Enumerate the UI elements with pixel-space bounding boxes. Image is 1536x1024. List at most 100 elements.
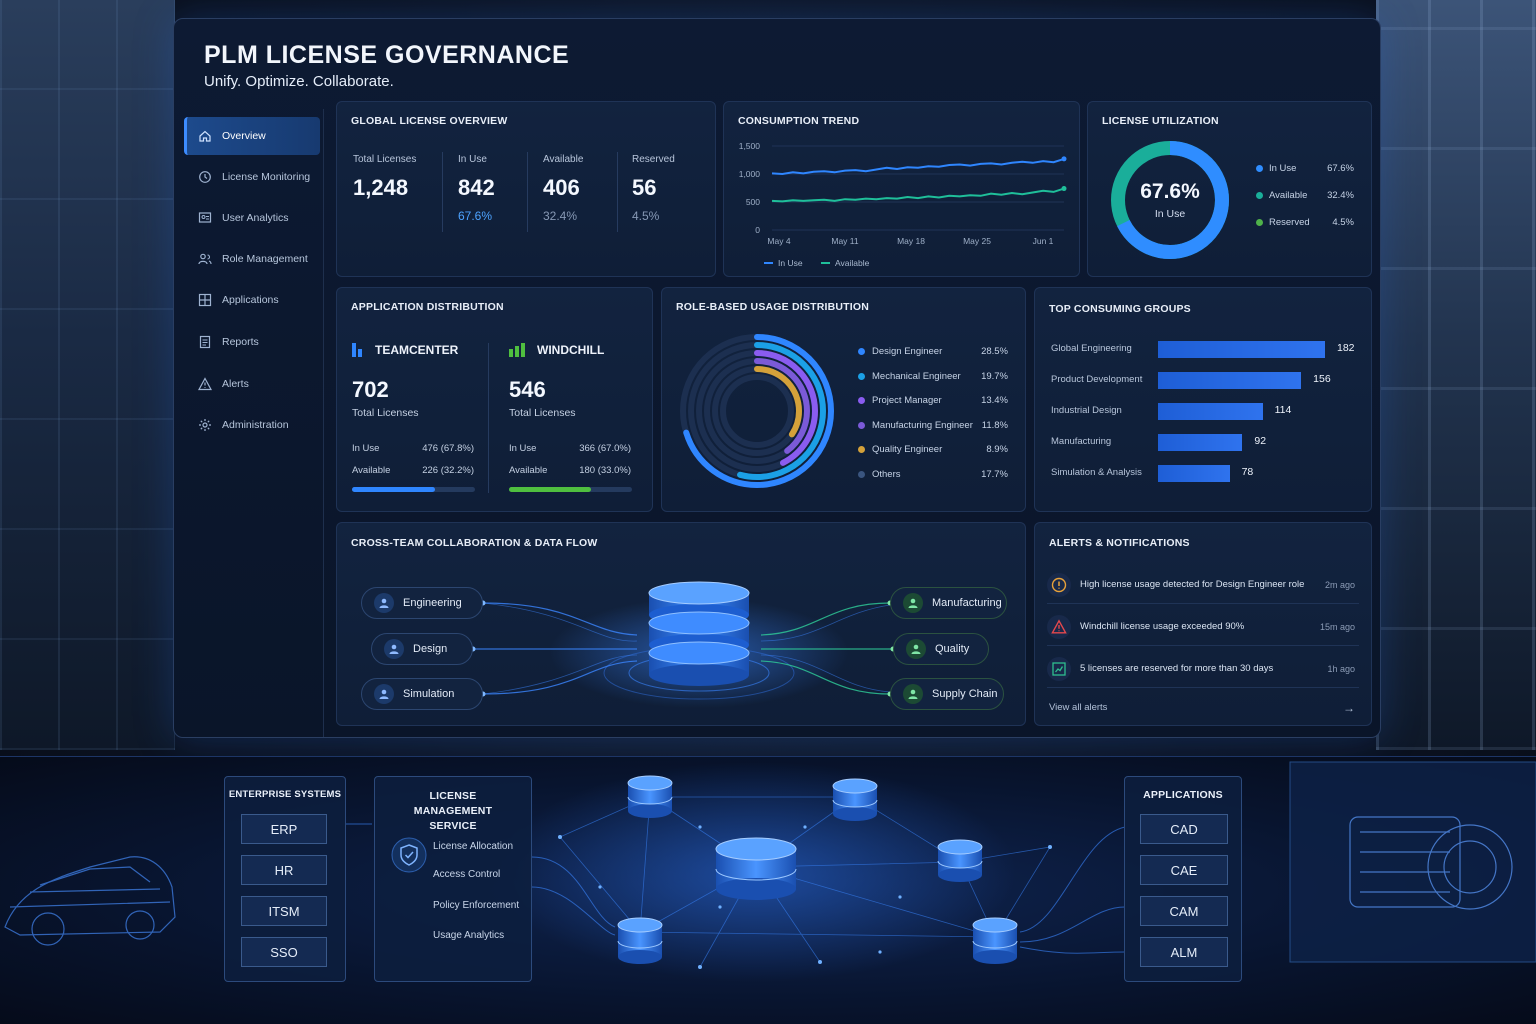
- team-manufacturing[interactable]: Manufacturing: [890, 587, 1007, 619]
- x-tick-label: May 18: [897, 236, 925, 246]
- database-icon: [627, 775, 673, 818]
- row-value: 226 (32.2%): [422, 465, 474, 476]
- team-design[interactable]: Design: [371, 633, 473, 665]
- consumption-trend-card: CONSUMPTION TREND 0 500 1,000 1,500 May 4 Ma…: [723, 101, 1080, 277]
- arrow-right-icon[interactable]: →: [1343, 701, 1355, 715]
- legend-label: Available: [835, 258, 870, 268]
- bar-chart-icon: [352, 343, 362, 357]
- legend-value: 19.7%: [981, 370, 1008, 382]
- stat-percent: 32.4%: [543, 209, 578, 223]
- page-title: PLM LICENSE GOVERNANCE: [204, 41, 570, 69]
- legend-item: Design Engineer 28.5%: [858, 346, 1008, 360]
- user-icon: [903, 593, 923, 613]
- team-quality[interactable]: Quality: [893, 633, 989, 665]
- legend-item: Manufacturing Engineer 11.8%: [858, 420, 1008, 434]
- legend-item: In Use 67.6%: [1256, 163, 1354, 174]
- bar-chart-icon: [509, 343, 525, 357]
- bar-value-label: 156: [1313, 373, 1331, 385]
- system-sso[interactable]: SSO: [241, 937, 327, 967]
- legend-dot: [1256, 218, 1263, 226]
- divider: [488, 343, 489, 493]
- alert-text: High license usage detected for Design E…: [1080, 579, 1305, 590]
- app-name-label: TEAMCENTER: [375, 343, 459, 357]
- app-name: TEAMCENTER: [352, 343, 482, 357]
- role-based-usage-card: ROLE-BASED USAGE DISTRIBUTION Design Eng…: [661, 287, 1026, 512]
- system-erp[interactable]: ERP: [241, 814, 327, 844]
- system-hr[interactable]: HR: [241, 855, 327, 885]
- legend-label: Quality Engineer: [872, 444, 943, 456]
- alert-item[interactable]: 5 licenses are reserved for more than 30…: [1047, 650, 1359, 688]
- team-label: Manufacturing: [932, 597, 1002, 609]
- box-title: LICENSE MANAGEMENT SERVICE: [413, 790, 493, 832]
- dashboard-window: PLM LICENSE GOVERNANCE Unify. Optimize. …: [173, 18, 1381, 738]
- legend-item: Reserved 4.5%: [1256, 217, 1354, 228]
- card-title: APPLICATION DISTRIBUTION: [351, 301, 504, 313]
- shield-icon: [391, 837, 427, 873]
- warning-icon: [198, 377, 212, 391]
- alert-text: Windchill license usage exceeded 90%: [1080, 621, 1245, 632]
- legend-label: In Use: [1269, 163, 1297, 174]
- bar-value-label: 182: [1337, 342, 1355, 354]
- legend-value: 17.7%: [981, 469, 1008, 480]
- app-cam[interactable]: CAM: [1140, 896, 1228, 926]
- radial-track: [720, 374, 794, 448]
- app-in-use-row: In Use 366 (67.0%): [509, 443, 639, 454]
- sidebar-item-role-management[interactable]: Role Management: [184, 240, 320, 278]
- alert-item[interactable]: Windchill license usage exceeded 90% 15m…: [1047, 608, 1359, 646]
- alert-item[interactable]: High license usage detected for Design E…: [1047, 566, 1359, 604]
- legend-dot: [858, 347, 865, 355]
- card-title: LICENSE UTILIZATION: [1102, 115, 1219, 127]
- legend-dot: [858, 421, 865, 429]
- legend-dot: [858, 397, 865, 405]
- view-all-alerts-link[interactable]: View all alerts: [1049, 702, 1108, 713]
- series-end-point: [1061, 186, 1067, 192]
- row-label: Available: [352, 465, 391, 476]
- team-label: Simulation: [403, 688, 455, 700]
- stat-label: Available: [543, 154, 584, 165]
- legend-item: Others 17.7%: [858, 469, 1008, 483]
- legend-value: 28.5%: [981, 346, 1008, 357]
- legend-swatch: [821, 262, 830, 264]
- legend-item: Project Manager 13.4%: [858, 395, 1008, 409]
- legend-label: Design Engineer: [872, 346, 943, 357]
- stat-value: 406: [543, 175, 580, 200]
- sidebar-item-overview[interactable]: Overview: [184, 117, 320, 155]
- collaboration-card: CROSS-TEAM COLLABORATION & DATA FLOW: [336, 522, 1026, 726]
- database-icon: [832, 778, 878, 821]
- team-engineering[interactable]: Engineering: [361, 587, 483, 619]
- sidebar-item-user-analytics[interactable]: User Analytics: [184, 199, 320, 237]
- team-simulation[interactable]: Simulation: [361, 678, 483, 710]
- global-license-overview-card: GLOBAL LICENSE OVERVIEW Total Licenses 1…: [336, 101, 716, 277]
- box-title: APPLICATIONS: [1143, 789, 1223, 801]
- donut-center-value: 67.6%: [1140, 180, 1200, 203]
- app-cae[interactable]: CAE: [1140, 855, 1228, 885]
- data-flow-graphic: [470, 581, 896, 708]
- app-name: WINDCHILL: [509, 343, 639, 357]
- service-item: License Allocation: [433, 841, 514, 852]
- divider: [527, 152, 528, 232]
- stat-value: 842: [458, 175, 495, 200]
- box-title: ENTERPRISE SYSTEMS: [228, 789, 342, 800]
- app-available-row: Available 226 (32.2%): [352, 465, 482, 476]
- sidebar-item-reports[interactable]: Reports: [184, 323, 320, 361]
- license-utilization-card: LICENSE UTILIZATION 67.6% In Use In Use 6…: [1087, 101, 1372, 277]
- team-supply-chain[interactable]: Supply Chain: [890, 678, 1004, 710]
- system-itsm[interactable]: ITSM: [241, 896, 327, 926]
- stat-reserved: Reserved 56 4.5%: [632, 154, 675, 223]
- sidebar-item-license-monitoring[interactable]: License Monitoring: [184, 158, 320, 196]
- sidebar-item-administration[interactable]: Administration: [184, 406, 320, 444]
- radial-bar: [688, 342, 826, 480]
- service-item: Access Control: [433, 869, 501, 880]
- app-usage-bar: [352, 487, 475, 492]
- sidebar-item-alerts[interactable]: Alerts: [184, 365, 320, 403]
- team-label: Design: [413, 643, 448, 655]
- sidebar-item-applications[interactable]: Applications: [184, 281, 320, 319]
- bar-category-label: Simulation & Analysis: [1051, 467, 1142, 478]
- app-cad[interactable]: CAD: [1140, 814, 1228, 844]
- app-total-value: 702: [352, 377, 389, 402]
- engine-wireframe-icon: [1349, 816, 1513, 910]
- database-icon: [972, 917, 1018, 964]
- app-alm[interactable]: ALM: [1140, 937, 1228, 967]
- architecture-panel: ENTERPRISE SYSTEMS ERP HR ITSM SSO LICEN…: [0, 756, 1536, 1024]
- bar-category-label: Manufacturing: [1051, 436, 1112, 447]
